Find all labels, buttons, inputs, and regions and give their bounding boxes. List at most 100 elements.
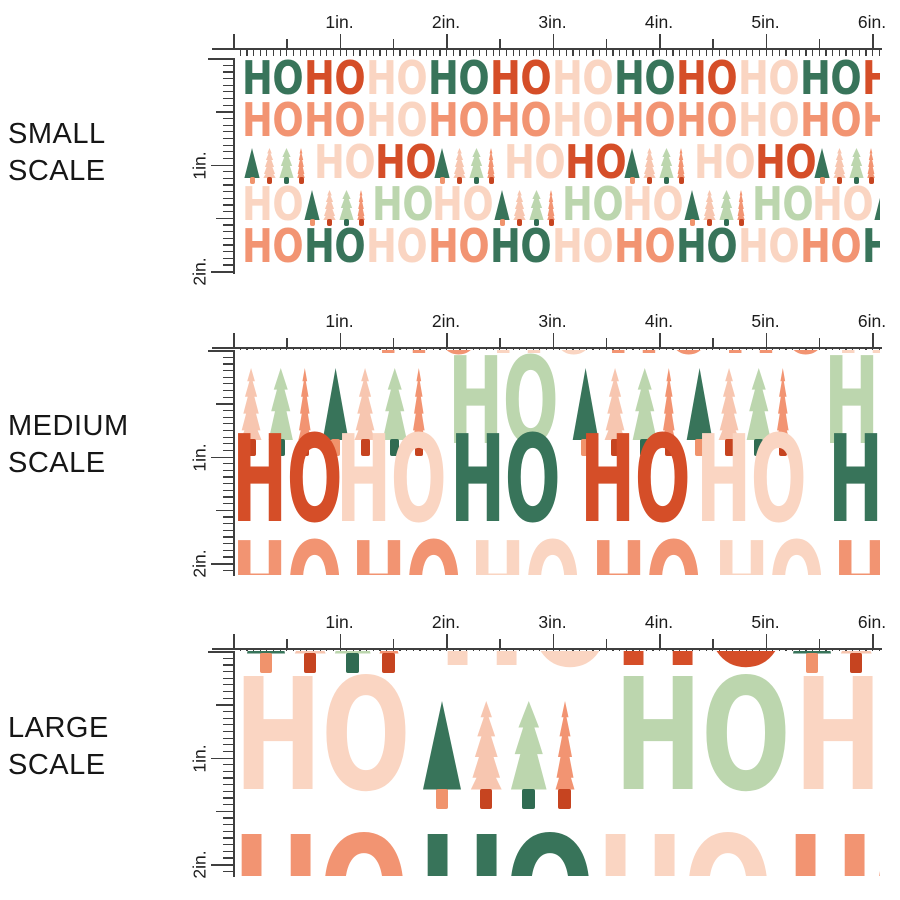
tiered-tree-icon	[339, 190, 354, 227]
ho-text: HO	[786, 816, 880, 876]
tree-trunk	[689, 219, 695, 226]
ho-text: HO	[862, 223, 880, 269]
ruler-half-tick	[392, 338, 395, 347]
tri-tree-icon	[246, 651, 286, 674]
ruler-zero-tick	[233, 333, 235, 347]
ruler-minor-tick	[472, 49, 474, 56]
vertical-inch-ruler: 1in. 2in.	[190, 58, 236, 288]
scale-label-line: LARGE	[8, 712, 109, 744]
tree-trunk	[300, 439, 310, 456]
tree-trunk	[457, 177, 462, 184]
ruler-minor-tick	[732, 49, 734, 56]
ho-text: HO	[738, 58, 800, 106]
tree-trunk	[298, 177, 304, 184]
tree-trunk	[247, 439, 256, 456]
ruler-minor-tick	[725, 49, 727, 56]
ruler-inch-tick	[446, 333, 448, 347]
ho-text: HO	[552, 93, 614, 148]
ruler-minor-tick	[279, 49, 281, 56]
ruler-minor-tick	[512, 49, 514, 56]
tree-trunk	[558, 788, 571, 810]
narrow-tree-icon	[867, 148, 875, 185]
ruler-minor-tick	[292, 49, 295, 56]
ruler-minor-tick	[685, 49, 687, 56]
tri-tree-icon	[572, 368, 599, 457]
ruler-label: 1in.	[325, 612, 354, 632]
ruler-minor-tick	[812, 49, 814, 56]
ruler-half-tick	[216, 217, 233, 220]
sketchy-tree-icon	[643, 148, 656, 185]
ho-text: HO	[366, 58, 428, 106]
tree-trunk	[629, 177, 635, 184]
ruler-minor-tick	[832, 49, 834, 56]
tree-trunk	[581, 439, 590, 456]
ruler-minor-tick	[672, 49, 674, 56]
ruler-minor-tick	[745, 49, 747, 56]
scale-label-line: SCALE	[8, 447, 106, 479]
tiered-tree-icon	[469, 148, 484, 185]
sketchy-tree-icon	[240, 368, 262, 457]
narrow-tree-icon	[776, 368, 790, 457]
ruler-minor-tick	[223, 104, 233, 106]
ruler-label: 1in.	[189, 442, 210, 472]
ruler-zero-tick	[208, 350, 233, 352]
ruler-half-tick	[818, 39, 821, 48]
ruler-minor-tick	[223, 151, 233, 153]
ruler-minor-tick	[223, 483, 233, 485]
ruler-minor-tick	[778, 49, 780, 56]
tree-trunk	[488, 177, 494, 184]
ho-text: HO	[366, 93, 428, 148]
ruler-minor-tick	[252, 49, 255, 56]
ho-text: HO	[800, 219, 862, 269]
ruler-inch-tick	[339, 333, 342, 347]
sketchy-tree-icon	[453, 148, 466, 185]
ruler-minor-tick	[479, 49, 481, 56]
ruler-label: 2in.	[189, 850, 210, 879]
ruler-minor-tick	[223, 724, 233, 726]
ruler-minor-tick	[223, 489, 233, 491]
ruler-minor-tick	[525, 49, 528, 56]
ho-text: HO	[800, 58, 862, 106]
sketchy-tree-icon	[263, 148, 276, 185]
ruler-minor-tick	[392, 49, 394, 56]
ruler-minor-tick	[223, 804, 233, 806]
ruler-label: 5in.	[751, 12, 780, 32]
ruler-half-tick	[499, 639, 501, 648]
ruler-label: 5in.	[751, 612, 780, 632]
ho-text: HO	[490, 58, 552, 106]
ruler-minor-tick	[865, 49, 867, 56]
ruler-half-tick	[216, 509, 233, 512]
ruler-minor-tick	[223, 750, 233, 753]
ruler-inch-tick	[659, 333, 661, 347]
ruler-label: 1in.	[325, 311, 354, 331]
ruler-inch-tick	[211, 864, 233, 866]
ruler-minor-tick	[223, 717, 233, 719]
tree-trunk	[805, 652, 819, 674]
ruler-minor-tick	[505, 49, 508, 56]
ruler-minor-tick	[223, 184, 233, 186]
ruler-minor-tick	[545, 49, 548, 56]
tree-trunk	[361, 439, 370, 456]
vertical-inch-ruler: 1in. 2in.	[190, 350, 236, 590]
ruler-minor-tick	[698, 49, 701, 56]
ruler-minor-tick	[223, 369, 233, 372]
ruler-half-tick	[286, 39, 288, 48]
tree-trunk	[259, 652, 273, 674]
ruler-minor-tick	[339, 49, 341, 56]
ruler-minor-tick	[579, 49, 581, 56]
ho-text: HO	[552, 219, 614, 269]
tree-trunk	[327, 219, 332, 226]
tree-trunk	[678, 177, 684, 184]
ruler-minor-tick	[223, 389, 233, 392]
ruler-minor-tick	[738, 49, 741, 56]
ho-text: HO	[428, 219, 490, 269]
ruler-minor-tick	[223, 257, 233, 259]
ruler-label: 1in.	[189, 150, 210, 180]
tree-trunk	[284, 177, 289, 184]
ruler-label: 3in.	[538, 12, 567, 32]
ho-text: HO	[242, 58, 304, 106]
ruler-minor-tick	[259, 49, 261, 56]
ho-text: HO	[336, 411, 447, 551]
